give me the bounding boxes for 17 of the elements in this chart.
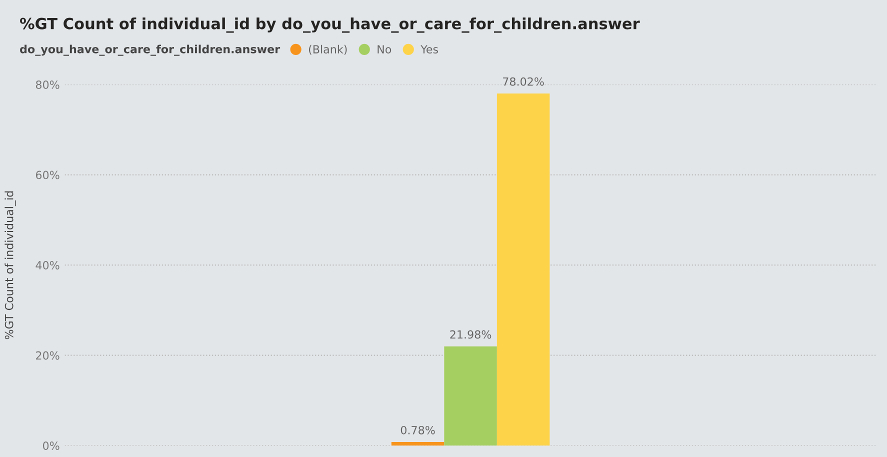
legend-title: do_you_have_or_care_for_children.answer [20, 44, 280, 56]
data-label: 0.78% [400, 426, 435, 434]
chart-title: %GT Count of individual_id by do_you_have_or_care_for_children.answer [20, 18, 640, 33]
y-tick-label: 0% [42, 442, 60, 450]
bar [496, 93, 550, 446]
bar [444, 346, 497, 446]
legend-label: Yes [420, 45, 438, 54]
bar [391, 442, 444, 446]
y-tick-label: 80% [36, 80, 60, 89]
y-tick-label: 40% [36, 261, 60, 270]
y-tick-label: 20% [36, 351, 60, 360]
y-axis-title: %GT Count of individual_id [4, 191, 16, 340]
data-label: 21.98% [450, 330, 492, 339]
legend-label: (Blank) [308, 44, 347, 55]
data-label: 78.02% [503, 77, 544, 86]
y-tick-label: 60% [36, 170, 60, 180]
legend-label: No [378, 45, 392, 54]
